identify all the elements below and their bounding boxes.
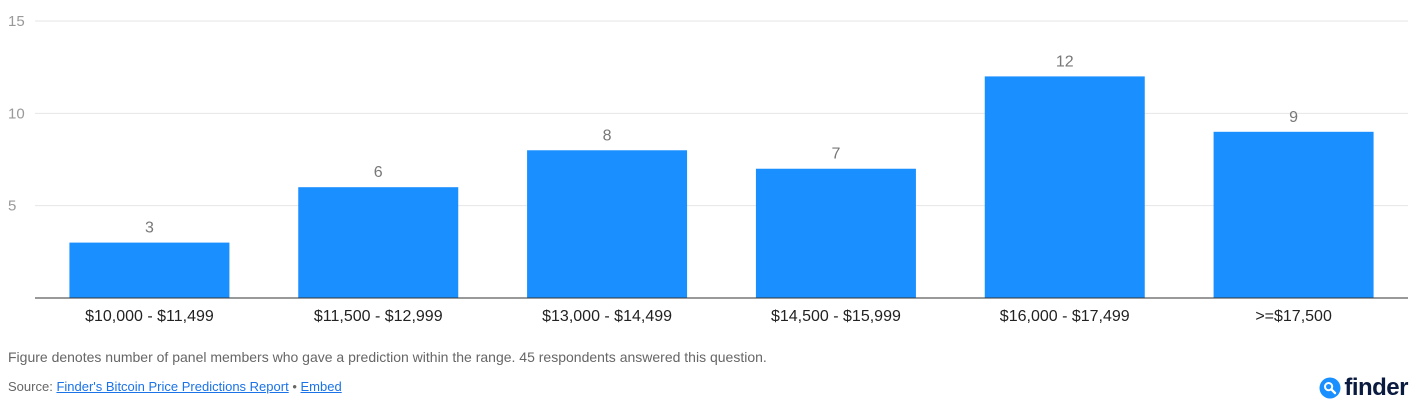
- bar-chart: 5 10 15 3 $10,000 - $11,499 6 $11,500 - $12,99…: [8, 13, 1408, 325]
- data-label: 7: [831, 146, 840, 163]
- bar: [755, 168, 916, 298]
- x-tick-label: $16,000 - $17,499: [1000, 308, 1130, 325]
- source-line: Source: Finder's Bitcoin Price Predictio…: [8, 379, 342, 394]
- data-label: 12: [1056, 53, 1074, 70]
- bar: [527, 150, 688, 298]
- y-tick-label: 10: [8, 105, 25, 122]
- data-label: 3: [145, 220, 154, 237]
- y-tick-label: 15: [8, 13, 25, 30]
- source-separator: •: [292, 379, 297, 394]
- x-tick-label: $14,500 - $15,999: [771, 308, 901, 325]
- finder-logo[interactable]: finder: [1319, 374, 1408, 402]
- logo-text: finder: [1344, 374, 1408, 401]
- embed-link[interactable]: Embed: [300, 379, 342, 394]
- bar: [298, 187, 459, 298]
- x-tick-label: >=$17,500: [1255, 308, 1332, 325]
- data-label: 9: [1289, 109, 1298, 126]
- bar: [984, 76, 1145, 299]
- bar: [1213, 131, 1374, 298]
- data-label: 8: [603, 127, 612, 144]
- report-link[interactable]: Finder's Bitcoin Price Predictions Repor…: [56, 379, 289, 394]
- search-icon: [1319, 377, 1341, 399]
- chart-footnote: Figure denotes number of panel members w…: [8, 349, 767, 365]
- source-prefix: Source:: [8, 379, 53, 394]
- x-tick-label: $11,500 - $12,999: [314, 308, 443, 325]
- x-tick-label: $10,000 - $11,499: [85, 308, 214, 325]
- bar: [69, 242, 230, 298]
- y-tick-label: 5: [8, 198, 16, 215]
- data-label: 6: [374, 164, 383, 181]
- x-tick-label: $13,000 - $14,499: [542, 308, 672, 325]
